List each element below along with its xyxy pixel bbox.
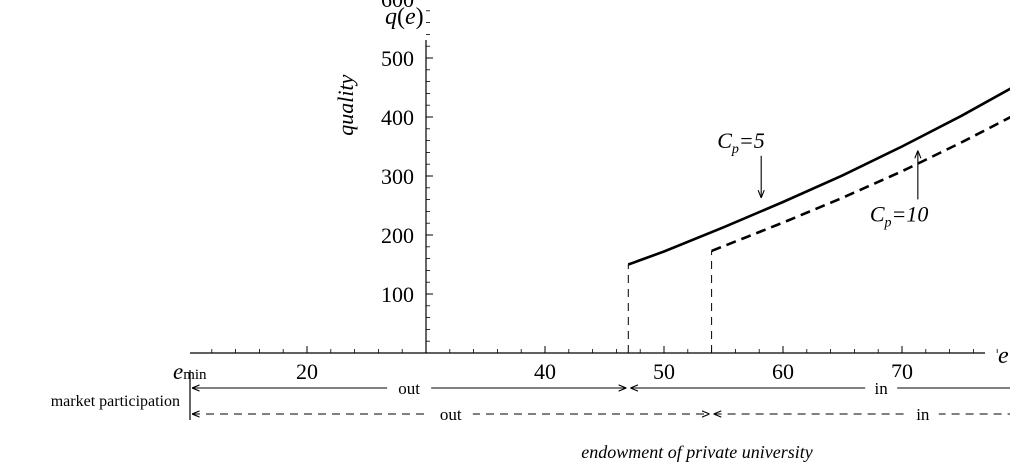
mp-in-label-1: in	[875, 379, 889, 398]
mp-in-label-2: in	[916, 405, 930, 424]
y-tick-label: 500	[381, 46, 414, 71]
y-tick-label: 600	[381, 0, 414, 12]
mp-out-label-2: out	[440, 405, 462, 424]
axes: 100200300400500600700204050607080eminema…	[173, 0, 998, 384]
y-tick-label: 200	[381, 223, 414, 248]
emin-label: emin	[173, 359, 207, 384]
mp-label: market participation	[51, 393, 180, 410]
series-label-cp5: Cp=5	[717, 128, 765, 157]
x-tick-label: 20	[296, 359, 318, 384]
text-layer: eq(e)qualityquality of nationaluniversit…	[333, 4, 1009, 462]
y-tick-label: 400	[381, 105, 414, 130]
x-tick-label: 60	[772, 359, 794, 384]
mp-in-label-bg	[906, 403, 939, 423]
x-tick-label: 40	[534, 359, 556, 384]
reference-lines	[627, 250, 713, 353]
series-line-cp5	[627, 87, 1010, 266]
series-label-cp10: Cp=10	[870, 201, 929, 230]
market-participation: market participation out in out in	[51, 370, 1010, 424]
y-tick-label: 300	[381, 164, 414, 189]
mp-in-label-bg	[865, 377, 898, 397]
mp-out-label-bg	[428, 403, 473, 423]
series-layer	[627, 87, 1010, 266]
y-tick-label: 100	[381, 282, 414, 307]
mp-out-label-bg	[387, 377, 432, 397]
x-axis-end-label: e	[998, 343, 1009, 369]
x-tick-label: 50	[653, 359, 675, 384]
y-axis-label: quality	[333, 74, 358, 135]
x-axis-label: endowment of private university	[581, 442, 812, 462]
series-line-cp10	[711, 115, 1010, 253]
y-axis-top-label: q(e)	[385, 4, 424, 30]
mp-out-label-1: out	[398, 379, 420, 398]
